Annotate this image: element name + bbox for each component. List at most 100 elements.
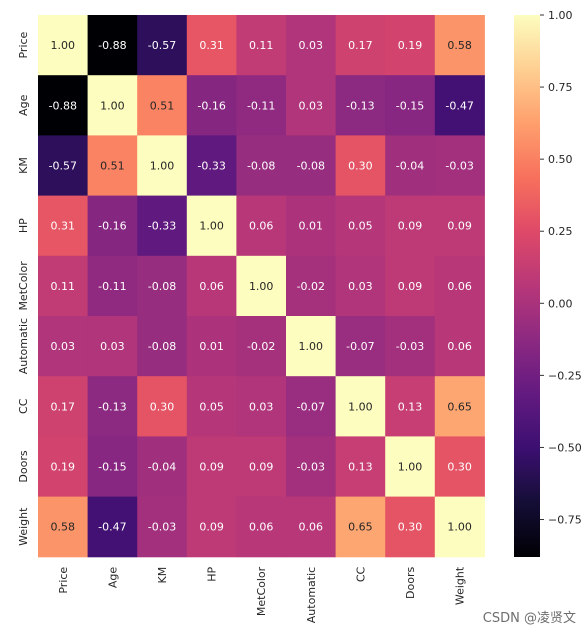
cell-Weight-HP [186,496,237,558]
row-label-KM: KM [17,157,30,174]
cell-CC-Automatic [286,376,337,437]
row-label-Weight: Weight [17,507,30,546]
cell-value-label: 1.00 [348,400,373,413]
cell-value-label: -0.04 [396,160,424,173]
cell-value-label: 1.00 [249,280,274,293]
cell-value-label: 0.65 [447,400,472,413]
cell-value-label: -0.33 [148,220,176,233]
cell-Doors-CC [335,436,386,498]
cell-value-label: 1.00 [398,461,423,474]
heatmap-cells: 1.00 -0.88 -0.57 0.31 0.11 0.03 0.17 0.19 0.58 -0… [38,15,485,558]
cell-KM-Price [38,135,89,197]
cell-value-label: 0.06 [199,280,224,293]
cell-value-label: -0.13 [346,99,374,112]
cell-value-label: 0.31 [199,39,224,52]
cell-value-label: 0.17 [51,400,76,413]
cell-HP-Doors [385,195,436,257]
row-label-CC: CC [17,398,30,414]
cell-CC-Age [87,376,138,437]
cell-value-label: 1.00 [150,160,175,173]
cell-MetColor-CC [335,255,386,317]
cell-Automatic-Doors [385,316,436,377]
cell-Price-MetColor [236,15,287,76]
cell-Price-Doors [385,15,436,76]
cell-MetColor-Automatic [286,255,337,317]
cell-Doors-KM [137,436,188,498]
cell-Weight-Age [87,496,138,558]
column-label-CC: CC [354,566,367,582]
column-label-Weight: Weight [454,566,467,605]
cell-value-label: 0.19 [51,461,76,474]
cell-Doors-Age [87,436,138,498]
cell-value-label: 0.09 [398,280,423,293]
cell-Doors-Weight [434,436,485,498]
cell-KM-Automatic [286,135,337,197]
cell-value-label: 0.03 [348,280,373,293]
cell-Doors-HP [186,436,237,498]
cell-value-label: 0.11 [249,39,274,52]
cell-Age-Price [38,75,89,136]
cell-value-label: -0.07 [346,340,374,353]
cell-Price-Automatic [286,15,337,76]
cell-Price-Weight [434,15,485,76]
cell-HP-KM [137,195,188,257]
cell-MetColor-Price [38,255,89,317]
cell-value-label: 0.31 [51,220,76,233]
cell-value-label: -0.08 [247,160,275,173]
cell-Weight-Doors [385,496,436,558]
cell-value-label: -0.57 [148,39,176,52]
cell-HP-MetColor [236,195,287,257]
cell-MetColor-Age [87,255,138,317]
cell-value-label: 0.06 [447,280,472,293]
cell-value-label: 0.01 [299,220,324,233]
watermark: CSDN @凌贤文 [482,611,576,626]
cell-Age-MetColor [236,75,287,136]
cell-value-label: 0.06 [447,340,472,353]
cell-value-label: -0.16 [197,99,225,112]
cell-HP-CC [335,195,386,257]
cell-value-label: 1.00 [100,99,125,112]
cell-value-label: 0.05 [199,400,224,413]
cell-value-label: 0.03 [100,340,125,353]
cell-value-label: -0.03 [148,521,176,534]
cell-value-label: -0.03 [396,340,424,353]
colorbar-tick-label: −0.25 [548,369,582,382]
cell-CC-MetColor [236,376,287,437]
cell-value-label: 0.51 [100,160,125,173]
row-label-Age: Age [17,94,30,116]
cell-value-label: 0.03 [299,39,324,52]
cell-Weight-CC [335,496,386,558]
cell-Price-Age [87,15,138,76]
cell-Doors-Price [38,436,89,498]
colorbar [514,15,540,557]
cell-value-label: 0.13 [398,400,423,413]
column-label-HP: HP [206,566,219,581]
cell-CC-KM [137,376,188,437]
cell-MetColor-KM [137,255,188,317]
colorbar-tick-label: 0.75 [548,81,573,94]
cell-value-label: 0.30 [447,461,472,474]
row-label-Doors: Doors [17,450,30,482]
cell-CC-Price [38,376,89,437]
colorbar-tick-label: 0.25 [548,225,573,238]
cell-value-label: 0.11 [51,280,76,293]
cell-Age-Age [87,75,138,136]
cell-CC-Weight [434,376,485,437]
cell-MetColor-HP [186,255,237,317]
cell-MetColor-MetColor [236,255,287,317]
cell-value-label: -0.57 [49,160,77,173]
cell-value-label: 0.06 [299,521,324,534]
colorbar-tick-label: −0.50 [548,441,582,454]
cell-Weight-KM [137,496,188,558]
cell-value-label: 0.65 [348,521,373,534]
cell-KM-CC [335,135,386,197]
cell-value-label: 0.58 [447,39,472,52]
cell-Price-Price [38,15,89,76]
cell-value-label: 0.30 [150,400,175,413]
cell-Weight-Price [38,496,89,558]
cell-value-label: 1.00 [199,220,224,233]
cell-value-label: 0.58 [51,521,76,534]
cell-value-label: 0.03 [299,99,324,112]
cell-Age-Automatic [286,75,337,136]
cell-Automatic-MetColor [236,316,287,377]
